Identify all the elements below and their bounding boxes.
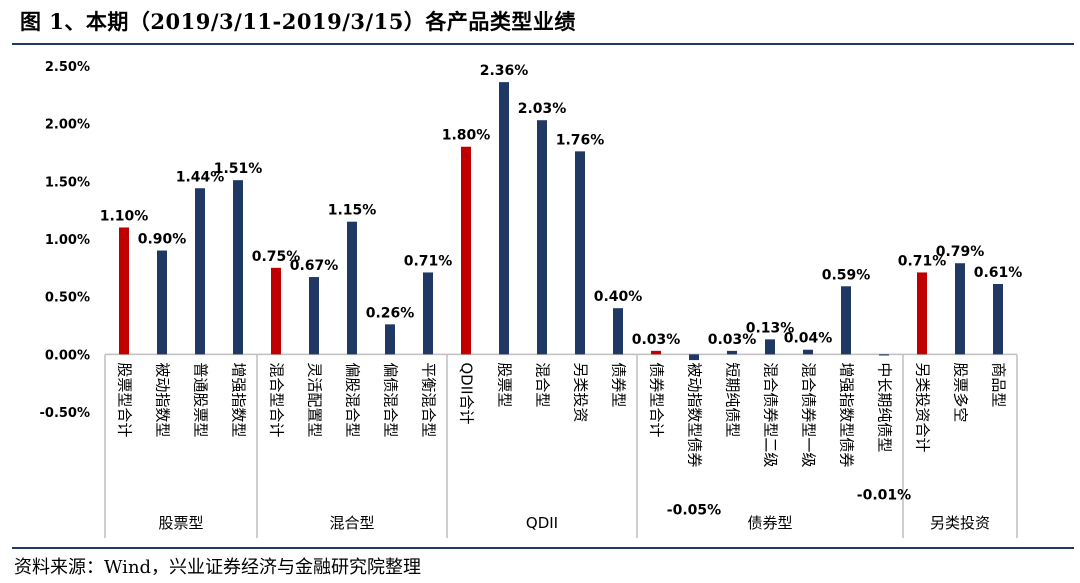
bar — [347, 221, 357, 355]
bar — [423, 272, 433, 355]
bar-chart: 2.50% 2.00% 1.50% 1.00% 0.50% 0.00% -0.50% 1.1… — [40, 60, 1023, 538]
bars — [119, 82, 1003, 361]
data-label: 1.51% — [214, 161, 263, 177]
bar — [689, 354, 699, 361]
category-label: 债券型合计 — [648, 362, 666, 437]
bar — [841, 286, 851, 355]
category-label: 普通股票型 — [192, 362, 210, 437]
bar — [385, 324, 395, 355]
bar — [651, 350, 661, 355]
category-label: 债券型 — [610, 362, 628, 407]
data-label: 0.03% — [708, 332, 757, 348]
category-label: 股票型合计 — [116, 362, 134, 437]
category-label: 增强指数型债券 — [838, 362, 856, 467]
data-label: 0.26% — [366, 305, 415, 321]
bar — [157, 250, 167, 355]
bar — [309, 277, 319, 355]
bar — [955, 263, 965, 355]
y-tick-label: 1.50% — [45, 175, 90, 190]
category-label: 混合型合计 — [268, 362, 286, 437]
group-label: 另类投资 — [930, 514, 990, 532]
y-axis: 2.50% 2.00% 1.50% 1.00% 0.50% 0.00% -0.50% — [40, 60, 91, 421]
category-label: 平衡混合型 — [420, 362, 438, 437]
category-label: 股票型 — [496, 362, 514, 407]
group-label: 股票型 — [158, 514, 203, 532]
top-rule — [12, 43, 1074, 45]
category-label: 另类投资 — [572, 362, 590, 422]
category-label: 另类投资合计 — [914, 362, 932, 452]
y-tick-label: -0.50% — [40, 406, 91, 421]
bar — [803, 349, 813, 355]
category-label: 商品型 — [990, 362, 1008, 407]
category-label: 混合型 — [534, 362, 552, 407]
bar — [727, 350, 737, 355]
bar — [499, 82, 509, 355]
category-label: 增强指数型 — [230, 362, 248, 437]
y-tick-label: 1.00% — [45, 233, 90, 248]
data-label: 1.76% — [556, 132, 605, 148]
data-label: 0.13% — [746, 320, 795, 336]
data-label: 0.79% — [936, 244, 985, 260]
data-label: 1.80% — [442, 128, 491, 144]
data-label: 0.03% — [632, 332, 681, 348]
category-label: 混合债券型二级 — [762, 362, 780, 467]
data-label: 0.71% — [404, 253, 453, 269]
bar — [119, 227, 129, 355]
data-label: 2.36% — [480, 63, 529, 79]
bar — [233, 180, 243, 355]
data-label: 0.67% — [290, 258, 339, 274]
data-label: 0.04% — [784, 331, 833, 347]
category-label: 中长期纯债型 — [876, 362, 894, 452]
data-label: -0.01% — [857, 487, 911, 503]
group-labels: 股票型 混合型 QDII 债券型 另类投资 — [158, 514, 990, 532]
bar — [537, 120, 547, 355]
group-label: QDII — [526, 514, 558, 532]
y-tick-label: 2.50% — [45, 60, 90, 75]
bar — [993, 283, 1003, 355]
bar — [613, 308, 623, 355]
data-label: 0.59% — [822, 267, 871, 283]
data-label: 0.71% — [898, 253, 947, 269]
category-label: 短期纯债型 — [724, 362, 742, 437]
category-label: 被动指数型债券 — [686, 362, 704, 467]
bar — [879, 354, 889, 356]
data-label: 0.40% — [594, 289, 643, 305]
data-label: -0.05% — [667, 502, 721, 518]
data-label: 0.75% — [252, 249, 301, 265]
source-note: 资料来源：Wind，兴业证券经济与金融研究院整理 — [14, 557, 422, 578]
category-label: 被动指数型 — [154, 362, 172, 437]
bar — [461, 146, 471, 355]
y-tick-label: 0.00% — [45, 348, 90, 363]
group-label: 债券型 — [747, 514, 792, 532]
data-label: 2.03% — [518, 101, 567, 117]
y-tick-label: 2.00% — [45, 118, 90, 133]
bar — [917, 272, 927, 355]
data-label: 1.15% — [328, 203, 377, 219]
bottom-rule — [12, 547, 1074, 549]
data-label: 0.90% — [138, 232, 187, 248]
data-label: 1.10% — [100, 208, 149, 224]
data-label: 1.44% — [176, 169, 225, 185]
category-label: QDII合计 — [458, 362, 476, 424]
data-label: 0.61% — [974, 265, 1023, 281]
category-label: 股票多空 — [952, 362, 970, 422]
group-label: 混合型 — [329, 514, 374, 532]
category-label: 偏股混合型 — [344, 362, 362, 437]
figure-title: 图 1、本期（2019/3/11-2019/3/15）各产品类型业绩 — [20, 9, 576, 34]
axis-frame — [104, 353, 1018, 538]
bar — [195, 188, 205, 355]
bar — [765, 339, 775, 355]
category-label: 灵活配置型 — [306, 362, 324, 437]
category-label: 混合债券型一级 — [800, 362, 818, 467]
category-label: 偏债混合型 — [382, 362, 400, 437]
bar — [575, 151, 585, 355]
bar — [271, 267, 281, 355]
category-labels: 股票型合计 被动指数型 普通股票型 增强指数型 混合型合计 灵活配置型 偏股混合型 偏债混合型… — [116, 362, 1008, 467]
data-labels: 1.10% 0.90% 1.44%1.51% 0.75%0.67% 1.15% 0.26%… — [100, 63, 1023, 518]
y-tick-label: 0.50% — [45, 291, 90, 306]
